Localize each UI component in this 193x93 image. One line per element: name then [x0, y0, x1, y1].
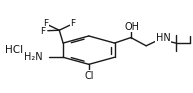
Text: F: F	[70, 19, 75, 28]
Text: H₂N: H₂N	[24, 52, 43, 62]
Text: HN: HN	[156, 33, 170, 43]
Text: F: F	[40, 27, 46, 36]
Text: F: F	[43, 19, 48, 28]
Text: OH: OH	[125, 22, 140, 32]
Text: HCl: HCl	[5, 45, 23, 55]
Text: Cl: Cl	[84, 71, 94, 81]
